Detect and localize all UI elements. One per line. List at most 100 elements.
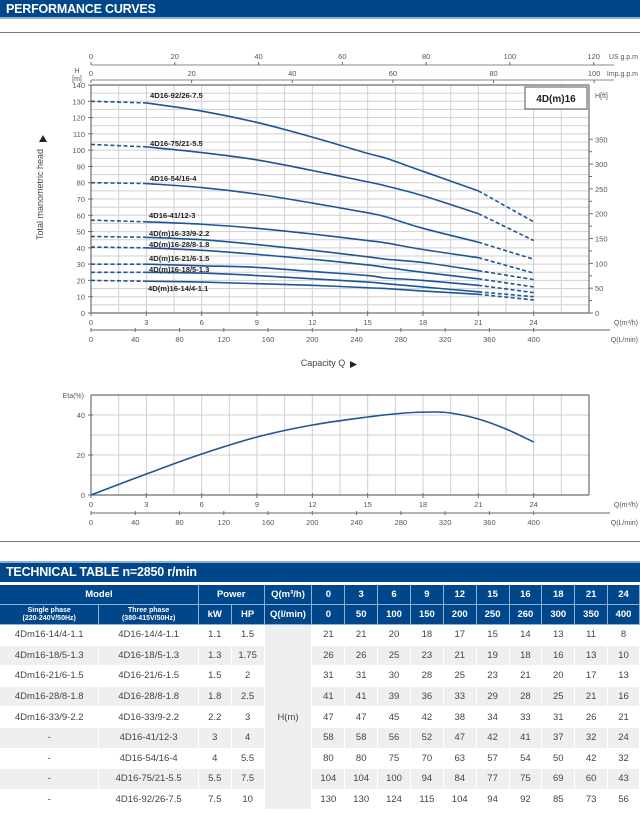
eta-lmin-tick-label: 160 [262, 518, 275, 527]
eta-lmin-tick-label: 400 [527, 518, 540, 527]
eta-lmin-tick-label: 240 [350, 518, 363, 527]
head-value: 10 [608, 645, 640, 667]
head-value: 77 [476, 769, 510, 790]
head-value: 28 [509, 686, 543, 708]
table-row: -4D16-41/12-3 3 4 58 58 56 52 47 42 41 37 32 24 [0, 727, 640, 749]
head-value: 24 [608, 727, 640, 749]
three-phase-model: 4D16-21/6-1.5 [99, 666, 199, 687]
curve-dashed-end [478, 278, 534, 288]
head-value: 11 [575, 625, 609, 646]
head-value: 104 [312, 769, 346, 790]
three-phase-label: Three phase [128, 607, 170, 614]
y-tick-label: 110 [73, 130, 85, 139]
head-value: 84 [443, 769, 477, 790]
head-value: 92 [509, 789, 543, 811]
head-value: 18 [410, 625, 444, 646]
power-kw: 1.5 [198, 666, 232, 687]
table-row: -4D16-92/26-7.5 7.5 10 130 130 124 115 104 94 92 8… [0, 789, 640, 811]
eta-x-unit: Q(m³/h) [614, 502, 638, 509]
y-left-unit-h: H [74, 68, 79, 75]
table-row: 4Dm16-18/5-1.3 4D16-18/5-1.3 1.3 1.75 26 26 25… [0, 645, 640, 667]
eta-y-tick-label: 0 [81, 491, 85, 500]
single-phase-header: Single phase (220-240V/50Hz) [0, 605, 100, 625]
q-lmin-header: Q(l/min) [264, 605, 313, 625]
single-phase-model: - [0, 769, 100, 790]
curve-dashed-end [478, 284, 534, 294]
eta-x-tick-label: 9 [255, 500, 259, 509]
q-col: 21 [575, 585, 609, 605]
x-tick-label: 6 [200, 318, 204, 327]
head-value: 104 [345, 769, 379, 790]
head-value: 47 [312, 707, 346, 728]
series-label: 4D16-54/16-4 [150, 174, 197, 183]
us-gpm-tick-label: 80 [422, 52, 430, 61]
model-box [524, 86, 588, 110]
three-phase-model: 4D16-92/26-7.5 [99, 789, 199, 811]
curve-4D16-92/26-7.5 [146, 102, 479, 192]
eta-x-tick-label: 21 [474, 500, 482, 509]
head-value: 58 [345, 727, 379, 749]
y-tick-label: 140 [72, 81, 85, 90]
series-label: 4D(m)16-14/4-1.1 [148, 284, 209, 293]
head-value: 26 [345, 645, 379, 667]
head-value: 73 [575, 789, 609, 811]
head-value: 18 [509, 645, 543, 667]
q-lmin-col: 300 [542, 605, 576, 625]
technical-table: Model Power Q(m³/h) 0 3 6 9 12 15 16 18 … [0, 585, 640, 811]
lmin-tick-label: 40 [131, 335, 139, 344]
head-value: 50 [542, 748, 576, 770]
head-value: 63 [443, 748, 477, 770]
head-value: 38 [443, 707, 477, 728]
power-kw: 2.2 [198, 707, 232, 728]
head-value: 37 [542, 727, 576, 749]
us-gpm-tick-label: 0 [89, 52, 93, 61]
single-phase-model: 4Dm16-28/8-1.8 [0, 686, 100, 708]
power-hp: 5.5 [231, 748, 265, 770]
head-value: 17 [443, 625, 477, 646]
head-value: 34 [476, 707, 510, 728]
y-right-tick-label: 100 [595, 259, 608, 268]
power-kw: 3 [198, 727, 232, 749]
power-hp: 10 [231, 789, 265, 811]
eta-x-tick-label: 24 [529, 500, 537, 509]
three-phase-model: 4D16-33/9-2.2 [99, 707, 199, 728]
model-header: Model [0, 585, 199, 605]
eta-y-tick-label: 40 [77, 411, 85, 420]
imp-gpm-tick-label: 80 [489, 69, 497, 78]
head-value: 32 [575, 727, 609, 749]
eta-y-title: Eta(%) [63, 393, 84, 400]
eta-lmin-unit: Q(L/min) [611, 520, 638, 527]
curve-4D(m)16-18/5-1.3 [146, 271, 479, 293]
q-col: 6 [378, 585, 411, 605]
head-value: 85 [542, 789, 576, 811]
x-tick-label: 18 [419, 318, 427, 327]
head-value: 21 [608, 707, 640, 728]
eta-x-tick-label: 0 [89, 500, 93, 509]
head-value: 33 [443, 686, 477, 708]
head-value: 28 [410, 666, 444, 687]
power-hp: 3 [231, 707, 265, 728]
eta-lmin-tick-label: 80 [175, 518, 183, 527]
y-tick-label: 50 [77, 228, 85, 237]
series-label: 4D16-41/12-3 [149, 211, 195, 220]
curve-dashed-start [90, 181, 147, 185]
q-lmin-col: 250 [476, 605, 510, 625]
head-value: 45 [378, 707, 411, 728]
table-row: 4Dm16-14/4-1.1 4D16-14/4-1.1 1.1 1.5 H(m) 21 2… [0, 625, 640, 811]
x-unit-label: Q(m³/h) [614, 320, 638, 327]
head-value: 57 [476, 748, 510, 770]
lmin-tick-label: 240 [350, 335, 363, 344]
lmin-unit-label: Q(L/min) [611, 337, 638, 344]
power-kw: 1.3 [198, 645, 232, 667]
q-col: 15 [476, 585, 510, 605]
performance-chart-frame [0, 32, 640, 542]
curve-4D(m)16-28/8-1.8 [146, 247, 479, 280]
y-tick-label: 80 [77, 179, 85, 188]
series-label: 4D(m)16-33/9-2.2 [149, 229, 209, 238]
three-phase-model: 4D16-75/21-5.5 [99, 769, 199, 790]
head-value: 25 [378, 645, 411, 667]
head-value: 75 [509, 769, 543, 790]
lmin-tick-label: 360 [483, 335, 496, 344]
curve-dashed-end [478, 256, 534, 274]
curve-dashed-start [90, 100, 147, 104]
